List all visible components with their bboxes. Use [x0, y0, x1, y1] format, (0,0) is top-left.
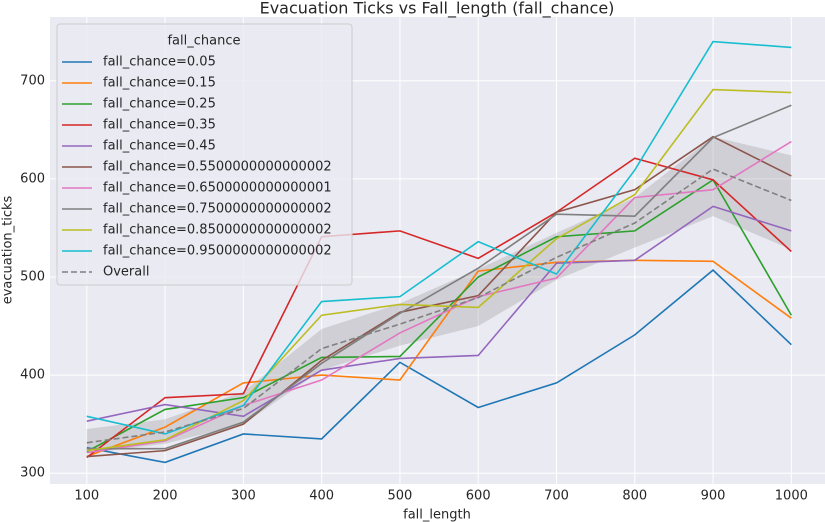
series-line: [86, 104, 792, 450]
y-tick-label: 500: [20, 269, 45, 284]
legend-title: fall_chance: [167, 34, 240, 49]
legend-label: fall_chance=0.7500000000000002: [103, 202, 332, 217]
legend-label: fall_chance=0.45: [103, 139, 216, 154]
series-line: [86, 168, 792, 444]
x-tick-label: 200: [153, 489, 178, 504]
legend-box: [56, 23, 353, 286]
x-axis-label: fall_length: [403, 508, 471, 522]
x-tick-label: 300: [231, 489, 256, 504]
y-tick-label: 300: [20, 466, 45, 481]
x-tick-label: 400: [309, 489, 334, 504]
legend-label: fall_chance=0.6500000000000001: [103, 181, 332, 196]
legend-label: Overall: [103, 265, 149, 280]
x-tick-label: 1000: [775, 489, 808, 504]
y-tick-label: 700: [20, 73, 45, 88]
x-tick-label: 700: [544, 489, 569, 504]
series-line: [86, 157, 792, 459]
series-line: [86, 259, 792, 458]
marks: [86, 40, 793, 464]
legend-label: fall_chance=0.15: [103, 76, 216, 91]
legend-label: fall_chance=0.5500000000000002: [103, 160, 332, 175]
x-tick-label: 900: [701, 489, 726, 504]
y-axis-label: evacuation_ticks: [1, 195, 16, 304]
legend-label: fall_chance=0.9500000000000002: [103, 244, 332, 259]
series-line: [86, 205, 792, 422]
legend-label: fall_chance=0.8500000000000002: [103, 223, 332, 238]
series-line: [86, 140, 792, 454]
legend-label: fall_chance=0.05: [103, 55, 216, 70]
y-tick-label: 400: [20, 368, 45, 383]
chart-title: Evacuation Ticks vs Fall_length (fall_ch…: [260, 0, 615, 19]
series-line: [86, 178, 793, 453]
series-line: [86, 269, 792, 464]
legend-label: fall_chance=0.35: [103, 118, 216, 133]
x-tick-label: 800: [622, 489, 647, 504]
y-tick-label: 600: [20, 171, 45, 186]
legend-label: fall_chance=0.25: [103, 97, 216, 112]
x-tick-label: 600: [466, 489, 491, 504]
series-line: [86, 135, 792, 458]
x-tick-label: 500: [388, 489, 413, 504]
x-tick-label: 100: [74, 489, 99, 504]
legend: fall_chance fall_chance=0.05 fall_chance=0…: [56, 23, 353, 286]
